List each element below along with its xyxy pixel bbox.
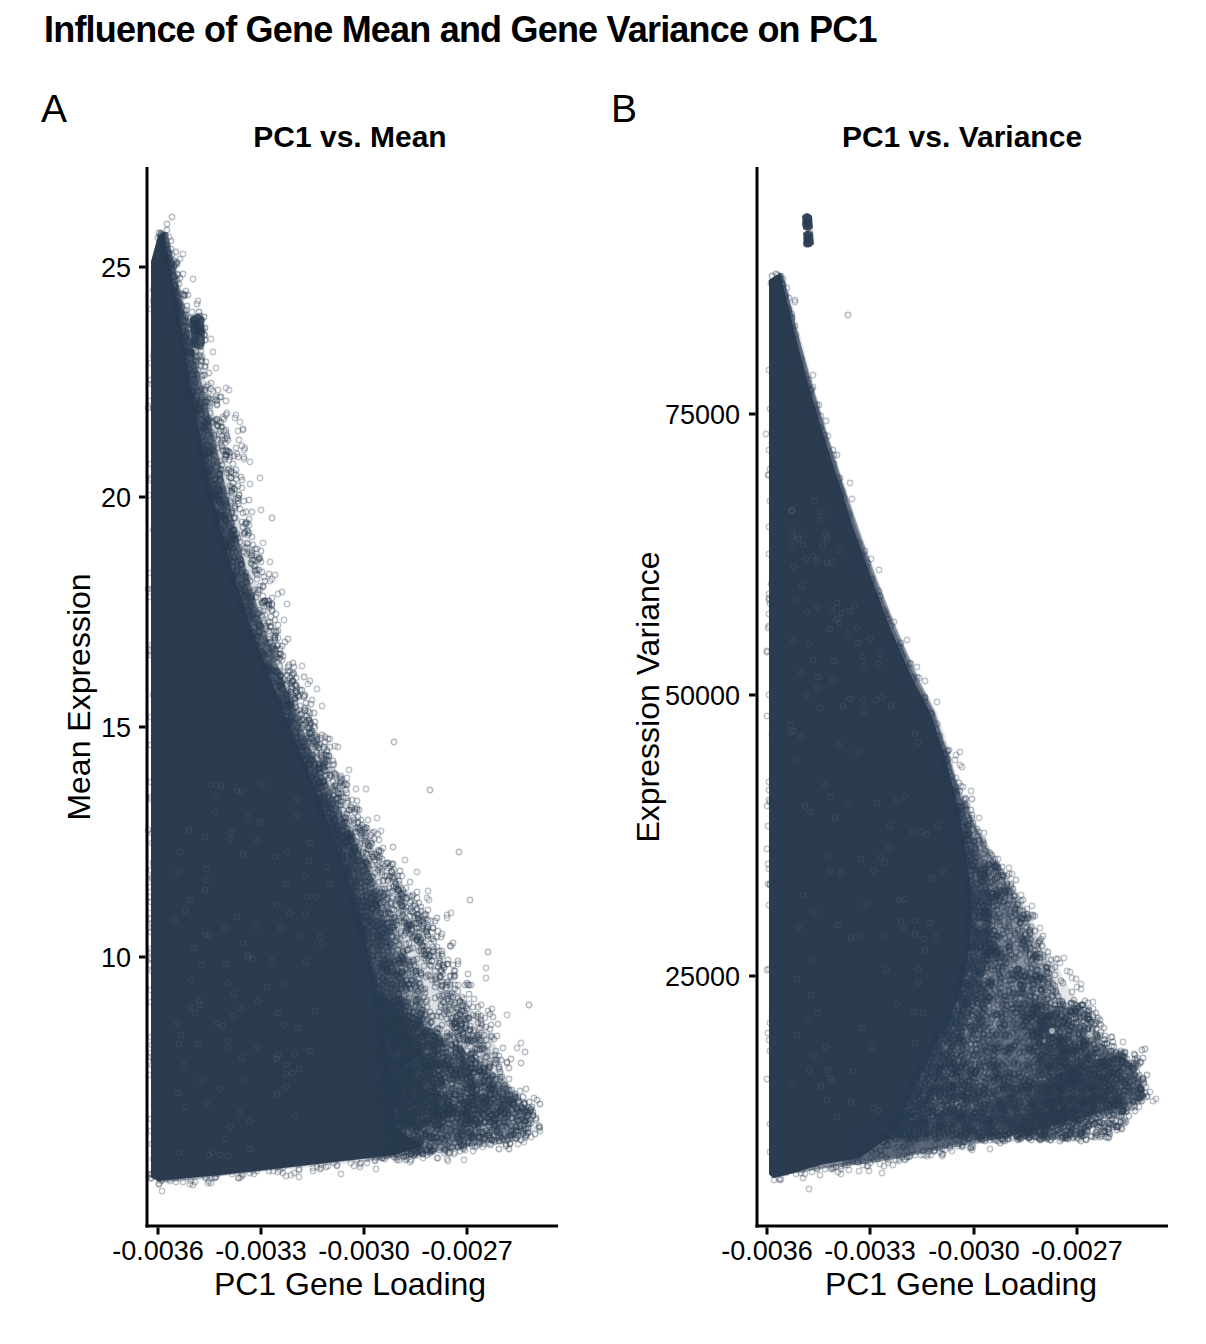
svg-text:-0.0036: -0.0036 bbox=[721, 1236, 813, 1266]
svg-text:25: 25 bbox=[101, 253, 131, 283]
svg-text:20: 20 bbox=[101, 483, 131, 513]
svg-text:25000: 25000 bbox=[665, 962, 740, 992]
svg-text:-0.0030: -0.0030 bbox=[928, 1236, 1020, 1266]
svg-text:-0.0036: -0.0036 bbox=[112, 1236, 204, 1266]
svg-text:-0.0030: -0.0030 bbox=[318, 1236, 410, 1266]
svg-text:PC1 vs. Variance: PC1 vs. Variance bbox=[842, 120, 1082, 153]
svg-text:A: A bbox=[41, 87, 67, 130]
svg-text:-0.0033: -0.0033 bbox=[215, 1236, 307, 1266]
svg-text:-0.0027: -0.0027 bbox=[421, 1236, 513, 1266]
svg-text:Mean Expression: Mean Expression bbox=[61, 573, 97, 820]
svg-text:Expression Variance: Expression Variance bbox=[630, 551, 666, 842]
svg-text:75000: 75000 bbox=[665, 400, 740, 430]
svg-text:50000: 50000 bbox=[665, 681, 740, 711]
svg-text:PC1 Gene Loading: PC1 Gene Loading bbox=[214, 1266, 486, 1302]
svg-text:PC1 Gene Loading: PC1 Gene Loading bbox=[825, 1266, 1097, 1302]
svg-text:-0.0033: -0.0033 bbox=[824, 1236, 916, 1266]
svg-text:-0.0027: -0.0027 bbox=[1031, 1236, 1123, 1266]
svg-text:15: 15 bbox=[101, 713, 131, 743]
svg-text:PC1 vs. Mean: PC1 vs. Mean bbox=[253, 120, 446, 153]
svg-text:B: B bbox=[611, 87, 637, 130]
svg-text:Influence of Gene Mean and Gen: Influence of Gene Mean and Gene Variance… bbox=[44, 9, 877, 50]
svg-text:10: 10 bbox=[101, 943, 131, 973]
